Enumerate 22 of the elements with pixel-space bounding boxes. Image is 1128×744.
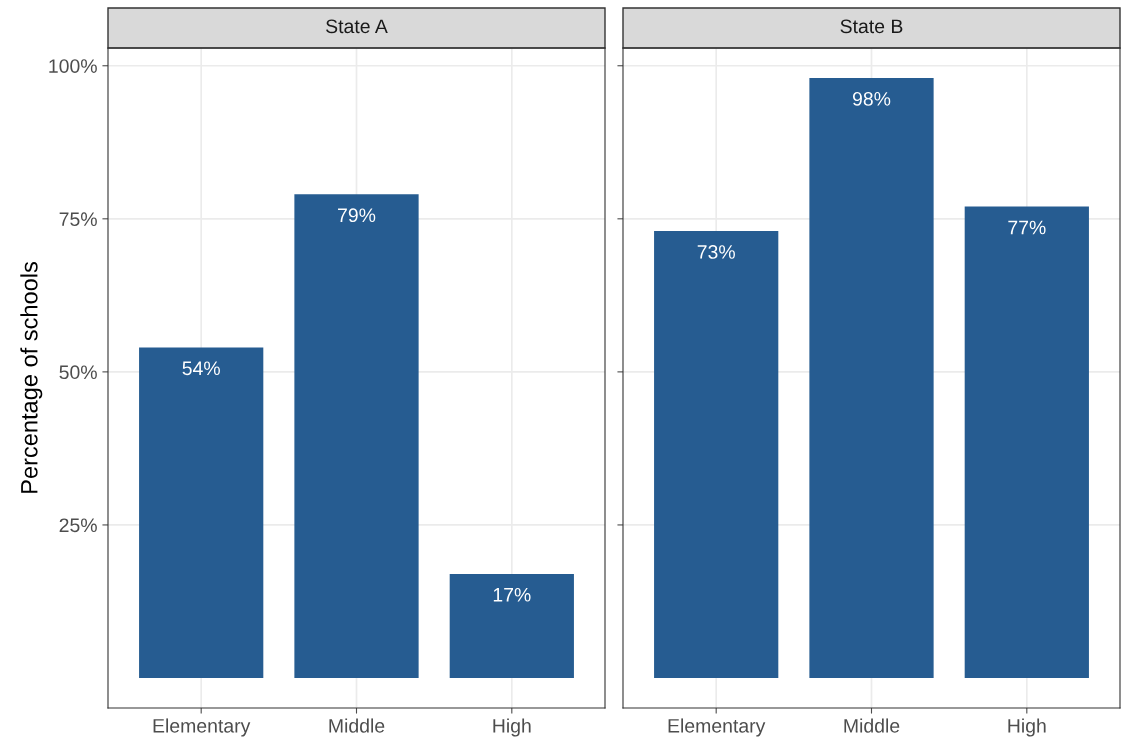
y-tick-label: 100%	[49, 59, 97, 73]
data-label: 54%	[182, 361, 220, 376]
chart-title: State B	[840, 19, 903, 34]
chart-title: State A	[326, 19, 388, 34]
x-tick-label: Middle	[329, 718, 385, 733]
x-tick-label: Elementary	[668, 718, 766, 737]
data-label: 98%	[852, 91, 891, 106]
x-tick-label: Elementary	[153, 718, 251, 737]
data-label: 17%	[493, 587, 531, 602]
x-tick-label: High	[493, 718, 531, 737]
data-label: 77%	[1008, 220, 1046, 235]
data-label: 73%	[697, 245, 735, 259]
y-tick-label: 25%	[59, 518, 97, 533]
x-tick-label: Middle	[844, 718, 900, 733]
bar	[449, 573, 574, 678]
y-axis-title: Percentage of schools	[20, 262, 43, 493]
y-tick-label: 50%	[59, 365, 97, 380]
bar	[294, 194, 419, 678]
x-tick-label: High	[1008, 718, 1046, 737]
data-label: 79%	[338, 208, 376, 223]
y-tick-label: 75%	[59, 212, 97, 227]
bar	[139, 347, 264, 678]
